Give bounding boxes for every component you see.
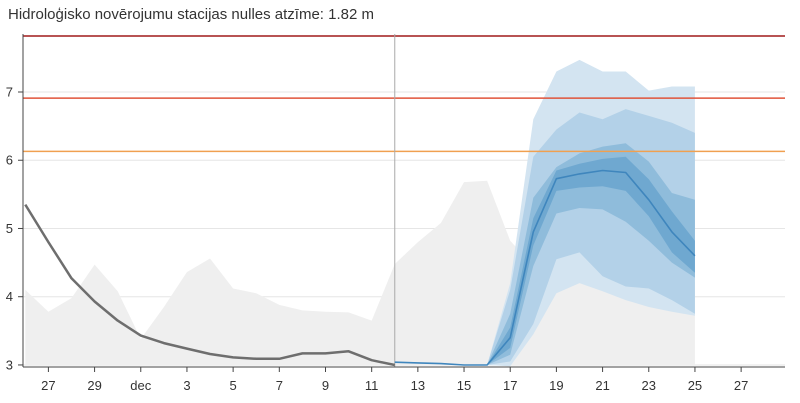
x-tick-label-55: 25 bbox=[688, 378, 702, 393]
x-tick-label-29: 29 bbox=[87, 378, 101, 393]
x-tick-label-33: 3 bbox=[183, 378, 190, 393]
x-tick-label-31: dec bbox=[130, 378, 151, 393]
x-tick-label-39: 9 bbox=[322, 378, 329, 393]
observed-line bbox=[24, 203, 396, 367]
x-tick-label-51: 21 bbox=[595, 378, 609, 393]
chart-title: Hidroloģisko novērojumu stacijas nulles … bbox=[8, 6, 374, 23]
axes: 3 4 5 6 7 27 29 dec 3 5 7 9 11 13 15 17 19 21 23 25 27 bbox=[6, 34, 785, 393]
x-tick-label-47: 17 bbox=[503, 378, 517, 393]
x-tick-label-43: 13 bbox=[411, 378, 425, 393]
forecast-band-core bbox=[487, 156, 695, 365]
y-tick-label-4: 4 bbox=[6, 289, 13, 304]
forecast-median-line bbox=[394, 169, 696, 366]
forecast-bands bbox=[487, 59, 695, 367]
x-tick-label-35: 5 bbox=[230, 378, 237, 393]
y-tick-label-3: 3 bbox=[6, 357, 13, 372]
x-tick-label-57: 27 bbox=[734, 378, 748, 393]
y-tick-label-6: 6 bbox=[6, 153, 13, 168]
x-tick-label-37: 7 bbox=[276, 378, 283, 393]
x-tick-label-53: 23 bbox=[642, 378, 656, 393]
x-tick-label-45: 15 bbox=[457, 378, 471, 393]
threshold-lines bbox=[23, 35, 785, 153]
x-tick-label-49: 19 bbox=[549, 378, 563, 393]
x-tick-label-41: 11 bbox=[365, 378, 379, 393]
series-lines bbox=[24, 169, 696, 367]
y-tick-label-5: 5 bbox=[6, 221, 13, 236]
y-tick-label-7: 7 bbox=[6, 85, 13, 100]
x-tick-label-27: 27 bbox=[41, 378, 55, 393]
